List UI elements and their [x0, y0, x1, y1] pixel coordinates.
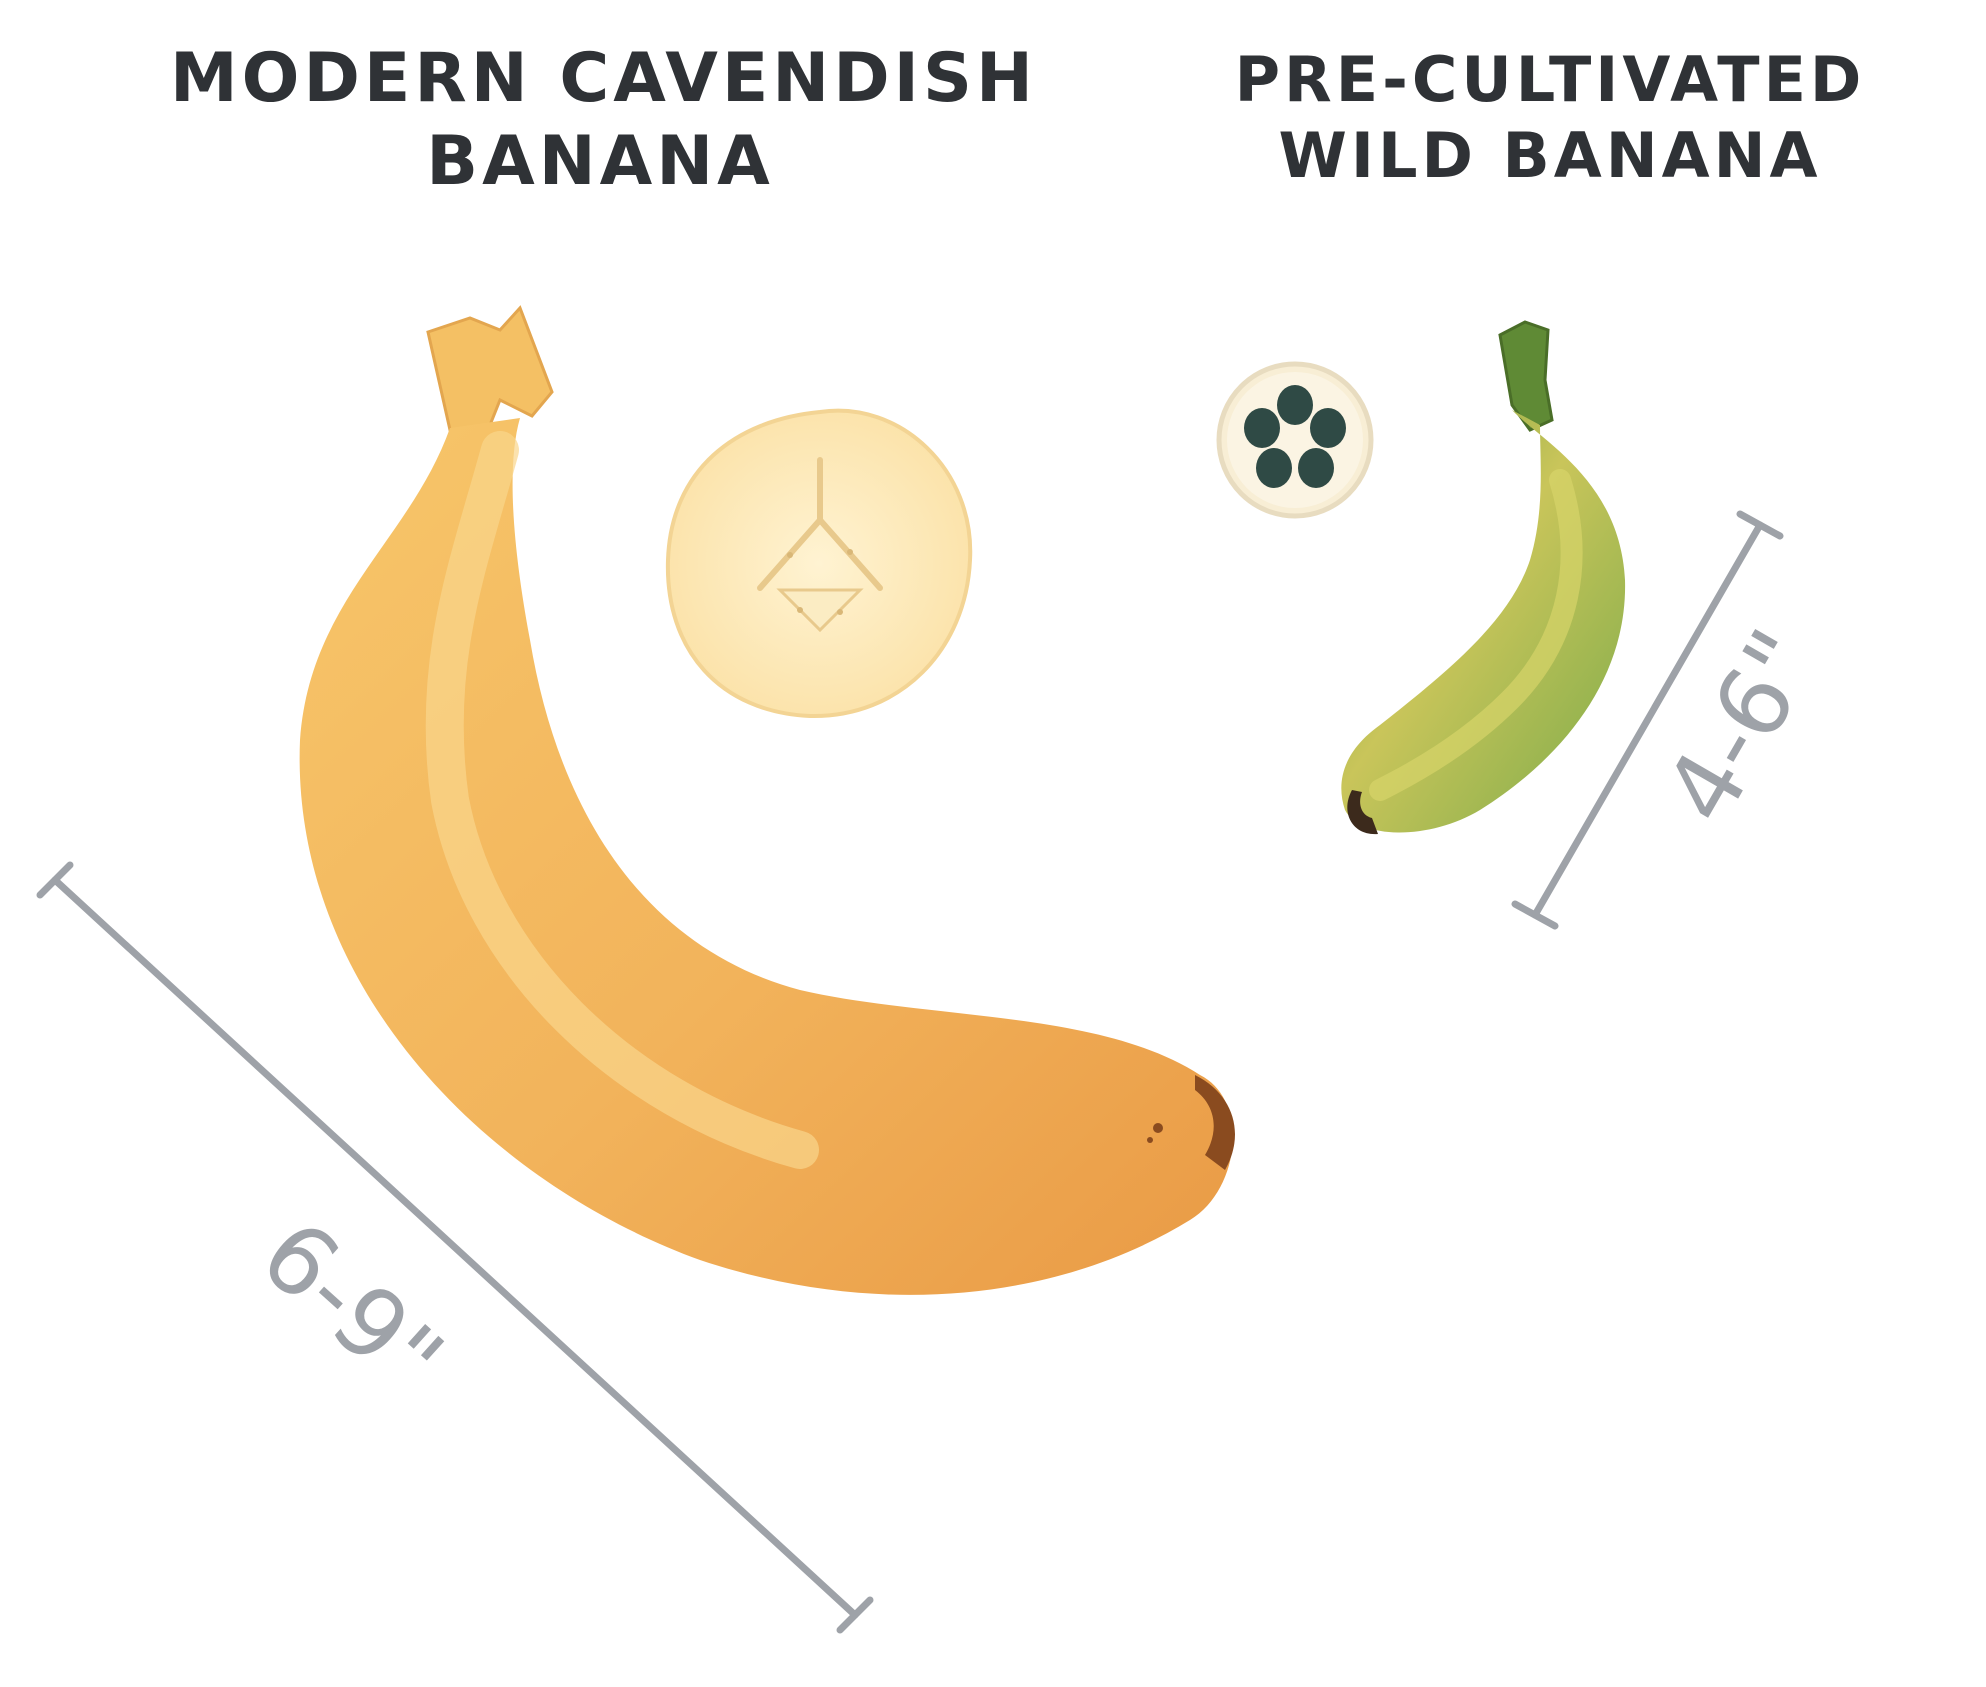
wild-banana-title: PRE-CULTIVATED WILD BANANA — [1200, 42, 1900, 193]
cavendish-tip — [1195, 1075, 1235, 1170]
wild-size-measure — [1511, 510, 1784, 930]
wild-peel — [1341, 410, 1626, 833]
wild-seeds-icon — [1244, 385, 1346, 488]
wild-size-label: 4-6" — [1643, 611, 1840, 841]
wild-highlight — [1369, 469, 1583, 801]
cavendish-highlight — [425, 431, 819, 1169]
cavendish-banana — [299, 305, 1235, 1295]
cavendish-stem — [426, 305, 554, 432]
cavendish-title-line1: MODERN CAVENDISH — [170, 39, 1037, 118]
cavendish-peel — [299, 418, 1233, 1295]
cavendish-size-measure — [36, 861, 874, 1634]
cavendish-slice — [665, 408, 973, 719]
wild-title-line2: WILD BANANA — [1278, 118, 1822, 192]
cavendish-title-line2: BANANA — [426, 121, 774, 201]
cavendish-title: MODERN CAVENDISH BANANA — [170, 38, 1037, 204]
wild-tip — [1347, 790, 1378, 835]
wild-slice — [1216, 361, 1374, 519]
cavendish-size-label: 6-9" — [240, 1199, 464, 1417]
wild-stem — [1498, 320, 1554, 432]
wild-banana — [1341, 320, 1626, 835]
wild-title-line1: PRE-CULTIVATED — [1234, 43, 1866, 116]
